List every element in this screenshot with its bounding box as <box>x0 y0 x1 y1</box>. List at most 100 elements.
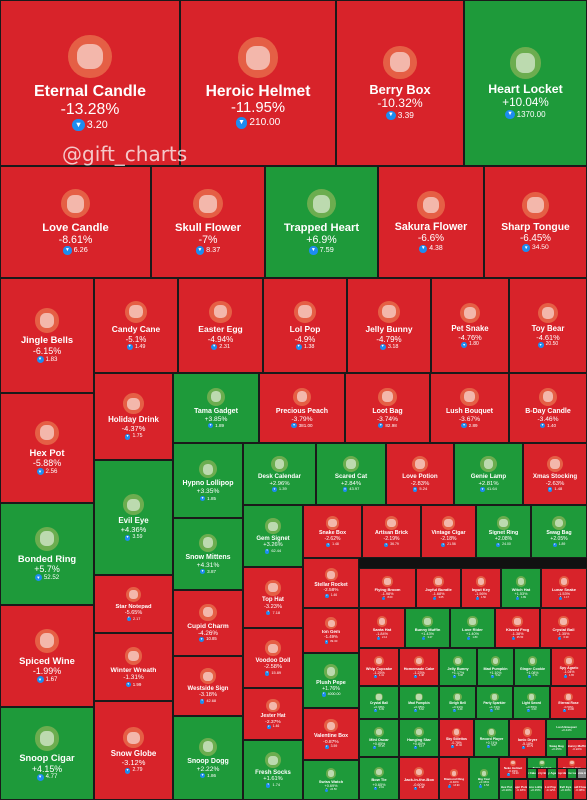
tile-homemade-cake[interactable]: Homemade Cake -1.23% ▼ 1.48 <box>399 648 439 686</box>
tile-evil-eye[interactable]: Evil Eye+0.10%▼3.59 <box>558 779 573 800</box>
tile-crystal-ball[interactable]: Crystal Ball -1.35% ▼ 6.39 <box>540 608 587 648</box>
tile-holiday-drink[interactable]: Holiday Drink -4.37% ▼ 1.75 <box>94 373 173 460</box>
tile-jingle-bells[interactable]: Jingle Bells -6.15% ▼ 1.83 <box>0 278 94 393</box>
tile-flying-broom[interactable]: Flying Broom -1.98% ▼ 8.00 <box>359 568 416 608</box>
tile-skull-flower[interactable]: Skull Flower-0.08%▼8.37 <box>573 779 587 800</box>
tile-evil-eye[interactable]: Evil Eye +4.36% ▼ 3.59 <box>94 460 173 575</box>
tile-tama-gadget[interactable]: Tama Gadget +3.85% ▼ 1.89 <box>173 373 259 443</box>
tile-lol-pop[interactable]: Lol Pop-0.12%▼1.38 <box>543 779 558 800</box>
tile-signet-ring[interactable]: Signet Ring +2.08% ▼ 24.00 <box>476 505 531 558</box>
tile-scared-cat[interactable]: Scared Cat +2.84% ▼ 43.97 <box>316 443 386 505</box>
tile-bonded-ring[interactable]: Bonded Ring +5.7% ▼ 52.52 <box>0 503 94 605</box>
tile-mad-pumpkin[interactable]: Mad Pumpkin +0.95% ▼ 5.62 <box>399 686 439 719</box>
tile-spiced-wine[interactable]: Spiced Wine -1.99% ▼ 1.67 <box>0 605 94 707</box>
tile-berry-box[interactable]: Berry Box -10.32% ▼ 3.39 <box>336 0 464 166</box>
tile-magic-potion[interactable]: Magic Potion-0.18%▼46.00 <box>514 779 528 800</box>
tile-ginger-cookie[interactable]: Ginger Cookie +1.08% ▼ 1.74 <box>514 648 551 686</box>
tile-spy-agaric[interactable]: Spy Agaric+0.03%▼1.65 <box>547 768 557 779</box>
tile-love-rider[interactable]: Love Rider +1.40% ▼ 1.80 <box>450 608 495 648</box>
tile-desk-calendar[interactable]: Desk Calendar+0.06%▼1.39 <box>527 768 537 779</box>
tile-genie-lamp[interactable]: Genie Lamp+0.01%▼41.64 <box>567 768 577 779</box>
tile-berry-box[interactable]: Berry Box-0.04%▼3.39 <box>537 768 547 779</box>
tile-ion-gem[interactable]: Ion Gem -1.49% ▼ 39.30 <box>303 608 359 653</box>
tile-santa-hat[interactable]: Santa Hat0.00%▼2.14 <box>577 768 587 779</box>
tile-jester-hat[interactable]: Jester Hat -2.37% ▼ 1.46 <box>243 688 303 740</box>
tile-stellar-rocket[interactable]: Stellar Rocket -2.58% ▼ 1.46 <box>303 558 359 608</box>
tile-eternal-rose[interactable]: Eternal Rose -0.50% ▼ 14.80 <box>550 686 587 719</box>
tile-winter-wreath[interactable]: Winter Wreath -1.31% ▼ 1.99 <box>94 633 173 701</box>
tile-whip-cupcake[interactable]: Whip Cupcake -1.25% ▼ 1.41 <box>359 648 399 686</box>
tile-easter-egg[interactable]: Easter Egg -4.94% ▼ 2.31 <box>178 278 263 373</box>
tile-diamond-ring[interactable]: Diamond Ring -0.40% ▼ 13.90 <box>439 757 469 800</box>
tile-hex-pot[interactable]: Hex Pot -5.88% ▼ 2.56 <box>0 393 94 503</box>
tile-mad-pumpkin[interactable]: Mad Pumpkin +1.10% ▼ 5.62 <box>477 648 514 686</box>
tile-valentine-box[interactable]: Valentine Box -0.87% ▼ 3.59 <box>303 708 359 760</box>
tile-bow-tie[interactable]: Bow Tie +0.65% ▼ 2.91 <box>359 757 399 800</box>
tile-heart-locket[interactable]: Heart Locket +10.04% ▼ 1370.00 <box>464 0 587 166</box>
tile-precious-peach[interactable]: Precious Peach -3.79% ▼ 381.00 <box>259 373 345 443</box>
tile-swiss-watch[interactable]: Swiss Watch +0.69% ▼ 24.50 <box>303 760 359 800</box>
tile-bunny-muffin[interactable]: Bunny Muffin +1.43% ▼ 3.27 <box>405 608 450 648</box>
tile-party-sparkler[interactable]: Party Sparkler +1.74% ▼ 1.50 <box>476 686 513 719</box>
tile-record-player[interactable]: Record Player +0.74% ▼ 5.87 <box>474 719 509 757</box>
tile-sakura-flower[interactable]: Sakura Flower -6.6% ▼ 4.38 <box>378 166 484 278</box>
tile-big-year[interactable]: Big Year +0.36% ▼ 1.53 <box>469 757 499 800</box>
tile-joyful-bundle[interactable]: Joyful Bundle -1.68% ▼ 3.05 <box>416 568 461 608</box>
tile-b-day-candle[interactable]: B-Day Candle -3.46% ▼ 1.40 <box>509 373 587 443</box>
tile-hypno-lollipop[interactable]: Hypno Lollipop+0.15%▼1.85 <box>528 779 543 800</box>
tile-hypno-lollipop[interactable]: Hypno Lollipop +3.35% ▼ 1.85 <box>173 443 243 518</box>
tile-vintage-cigar[interactable]: Vintage Cigar -2.18% ▼ 21.56 <box>421 505 476 558</box>
tile-sleigh-bell[interactable]: Sleigh Bell +0.91% ▼ 4.49 <box>439 686 476 719</box>
tile-love-potion[interactable]: Love Potion -2.83% ▼ 5.24 <box>386 443 454 505</box>
tile-heroic-helmet[interactable]: Heroic Helmet -11.95% ▼ 210.00 <box>180 0 336 166</box>
tile-voodoo-doll[interactable]: Voodoo Doll -2.58% ▼ 15.89 <box>243 628 303 688</box>
tile-fresh-socks[interactable]: Fresh Socks +1.61% ▼ 1.74 <box>243 740 303 800</box>
tile-genie-lamp[interactable]: Genie Lamp +2.81% ▼ 41.64 <box>454 443 523 505</box>
tile-cupid-charm[interactable]: Cupid Charm -4.26% ▼ 10.85 <box>173 590 243 656</box>
tile-swag-bag[interactable]: Swag Bag +2.05% ▼ 1.89 <box>531 505 587 558</box>
tile-crystal-ball[interactable]: Crystal Ball +0.98% ▼ 6.39 <box>359 686 399 719</box>
tile-light-sword[interactable]: Light Sword +0.55% ▼ 2.60 <box>513 686 550 719</box>
tile-desk-calendar[interactable]: Desk Calendar +2.96% ▼ 1.39 <box>243 443 316 505</box>
tile-snake-box[interactable]: Snake Box -2.62% ▼ 1.48 <box>303 505 362 558</box>
tile-hanging-star[interactable]: Hanging Star +0.80% ▼ 3.17 <box>399 719 439 757</box>
tile-eternal-candle[interactable]: Eternal Candle -13.28% ▼ 3.20 <box>0 0 180 166</box>
tile-love-candle[interactable]: Love Candle -8.61% ▼ 6.26 <box>0 166 151 278</box>
tile-santa-hat[interactable]: Santa Hat -1.84% ▼ 2.14 <box>359 608 405 648</box>
tile-snoop-dogg[interactable]: Snoop Dogg +2.22% ▼ 1.86 <box>173 716 243 800</box>
tile-sky-stilettos[interactable]: Sky Stilettos -0.78% ▼ 21.60 <box>439 719 474 757</box>
tile-gem-signet[interactable]: Gem Signet +3.26% ▼ 62.44 <box>243 505 303 567</box>
tile-snoop-cigar[interactable]: Snoop Cigar +4.15% ▼ 4.77 <box>0 707 94 800</box>
tile-mini-oscar[interactable]: Mini Oscar +0.85% ▼ 37.45 <box>359 719 399 757</box>
tile-loot-bag[interactable]: Loot Bag -3.74% ▼ 82.98 <box>345 373 430 443</box>
tile-jelly-bunny[interactable]: Jelly Bunny +1.17% ▼ 3.08 <box>439 648 477 686</box>
tile-jelly-bunny[interactable]: Jelly Bunny -4.79% ▼ 3.18 <box>347 278 431 373</box>
tile-spy-agaric[interactable]: Spy Agaric -1.04% ▼ 1.65 <box>551 648 587 686</box>
tile-lol-pop[interactable]: Lol Pop -4.9% ▼ 1.38 <box>263 278 347 373</box>
tile-swag-bag[interactable]: Swag Bag+0.25%▼1.89 <box>546 739 567 757</box>
tile-hex-pot[interactable]: Hex Pot+0.20%▼2.56 <box>499 779 514 800</box>
tile-lunar-snake[interactable]: Lunar Snake -1.53% ▼ 1.17 <box>541 568 587 608</box>
tile-candy-cane[interactable]: Candy Cane -5.1% ▼ 1.49 <box>94 278 178 373</box>
tile-bunny-muffin[interactable]: Bunny Muffin-0.22%▼3.27 <box>567 739 587 757</box>
tile-neko-helmet[interactable]: Neko Helmet -0.33% ▼ 19.00 <box>499 757 527 779</box>
tile-input-key[interactable]: Input Key -1.56% ▼ 1.50 <box>461 568 501 608</box>
tile-artisan-brick[interactable]: Artisan Brick -2.19% ▼ 36.79 <box>362 505 421 558</box>
tile-ionic-dryer[interactable]: Ionic Dryer -5.18% ▼ 10.79 <box>509 719 546 757</box>
tile-xmas-stocking[interactable]: Xmas Stocking -2.63% ▼ 1.48 <box>523 443 587 505</box>
tile-westside-sign[interactable]: Westside Sign -3.18% ▼ 42.68 <box>173 656 243 716</box>
tile-sharp-tongue[interactable]: Sharp Tongue -6.45% ▼ 34.50 <box>484 166 587 278</box>
tile-snow-mittens[interactable]: Snow Mittens +4.31% ▼ 3.87 <box>173 518 243 590</box>
tile-toy-bear[interactable]: Toy Bear -4.61% ▼ 20.50 <box>509 278 587 373</box>
tile-trapped-heart[interactable]: Trapped Heart +6.9% ▼ 7.59 <box>265 166 378 278</box>
tile-lush-bouquet[interactable]: Lush Bouquet+0.44%▼2.89 <box>546 719 587 739</box>
tile-snow-globe[interactable]: Snow Globe -3.12% ▼ 2.79 <box>94 701 173 800</box>
tile-star-notepad[interactable]: Star Notepad -5.65% ▼ 2.17 <box>94 575 173 633</box>
tile-plush-pepe[interactable]: Plush Pepe +1.76% ▼ 4000.00 <box>303 653 359 708</box>
tile-jack-in-the-box[interactable]: Jack-in-the-Box -0.60% ▼ 1.48 <box>399 757 439 800</box>
tile-top-hat[interactable]: Top Hat -3.23% ▼ 7.18 <box>243 567 303 628</box>
tile-skull-flower[interactable]: Skull Flower -7% ▼ 8.37 <box>151 166 265 278</box>
tile-witch-hat[interactable]: Witch Hat +1.53% ▼ 1.89 <box>501 568 541 608</box>
tile-top-hat[interactable]: Top Hat-0.02%▼7.18 <box>557 768 567 779</box>
tile-lush-bouquet[interactable]: Lush Bouquet -3.67% ▼ 2.89 <box>430 373 509 443</box>
